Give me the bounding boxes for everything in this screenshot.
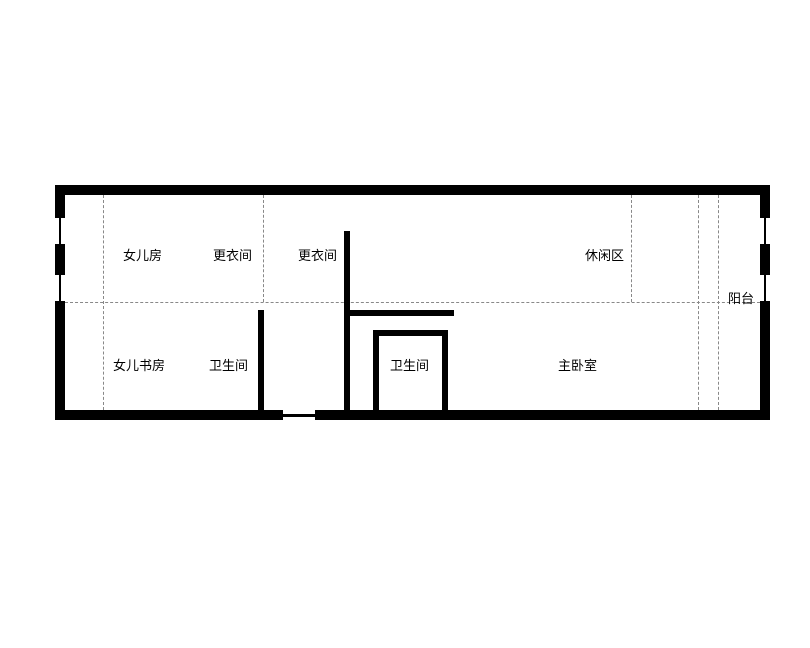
dashed-v-3: [631, 195, 632, 302]
label-dressing-room-1: 更衣间: [213, 245, 252, 264]
dashed-v-1: [103, 195, 104, 410]
label-leisure-area: 休闲区: [585, 245, 624, 264]
wall-outer-bottom-left: [55, 410, 283, 420]
wall-outer-right-seg3: [760, 301, 770, 420]
label-daughter-room: 女儿房: [123, 245, 162, 264]
wall-inner-1: [344, 231, 350, 414]
window-right-1: [764, 218, 766, 244]
window-right-2: [764, 275, 766, 301]
wall-outer-left-seg1: [55, 185, 65, 218]
label-daughter-study: 女儿书房: [113, 355, 165, 374]
wall-inner-2: [344, 310, 454, 316]
door-bottom: [283, 414, 315, 417]
dashed-v-5: [718, 195, 719, 410]
label-balcony: 阳台: [728, 288, 754, 307]
wall-outer-left-seg2: [55, 244, 65, 275]
window-left-1: [59, 218, 61, 244]
label-bathroom-2: 卫生间: [390, 355, 429, 374]
label-dressing-room-2: 更衣间: [298, 245, 337, 264]
dashed-v-2: [263, 195, 264, 302]
dashed-v-4: [698, 195, 699, 410]
wall-inner-5: [373, 330, 448, 336]
wall-inner-6: [442, 330, 448, 414]
wall-outer-top: [55, 185, 770, 195]
wall-outer-right-seg1: [760, 185, 770, 218]
wall-inner-3: [258, 310, 264, 414]
wall-outer-right-seg2: [760, 244, 770, 275]
floorplan-canvas: 女儿房 更衣间 更衣间 休闲区 阳台 女儿书房 卫生间 卫生间 主卧室: [0, 0, 810, 648]
label-master-bedroom: 主卧室: [558, 355, 597, 374]
wall-outer-left-seg3: [55, 301, 65, 420]
window-left-2: [59, 275, 61, 301]
label-bathroom-1: 卫生间: [209, 355, 248, 374]
wall-inner-4: [373, 330, 379, 414]
dashed-centerline: [65, 302, 760, 303]
wall-outer-bottom-right: [315, 410, 770, 420]
